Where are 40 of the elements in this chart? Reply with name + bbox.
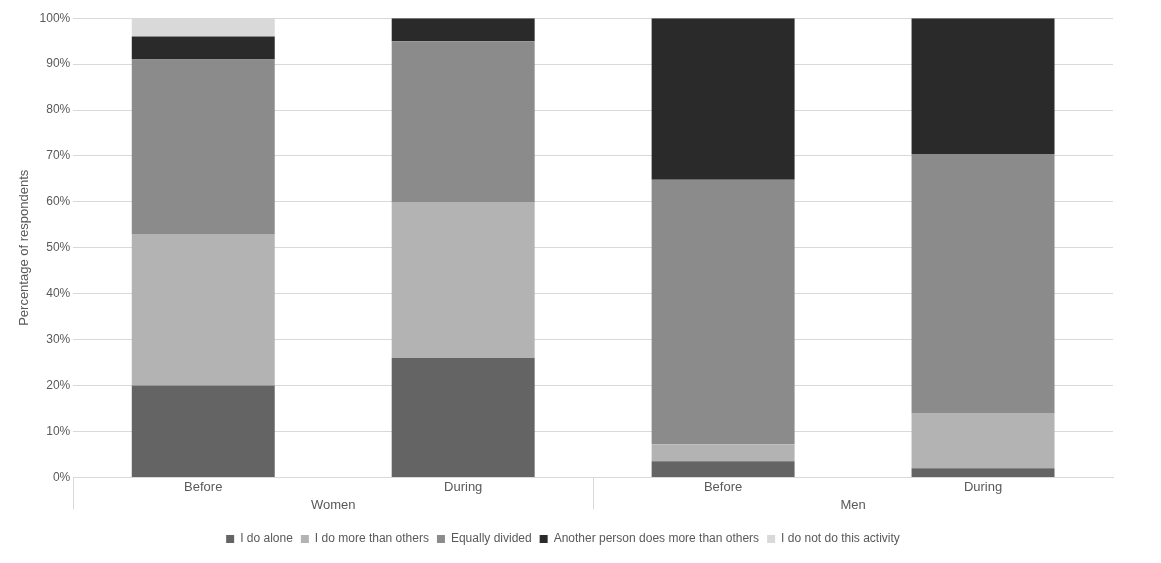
bar [651, 179, 795, 445]
y-tick-label: 50% [46, 240, 71, 255]
y-tick-label: 60% [46, 194, 71, 209]
x-tick-label: During [963, 478, 1003, 494]
bar [911, 468, 1055, 477]
bar [911, 413, 1055, 469]
text: Men [840, 496, 866, 512]
legend-label: I do more than others [314, 531, 429, 546]
legend-label: I do not do this activity [781, 531, 900, 546]
y-axis-title: Percentage of respondents [16, 169, 32, 326]
bar [391, 18, 535, 42]
y-tick-label: 30% [46, 331, 71, 346]
x-tick-label: Before [184, 478, 223, 494]
bar [131, 36, 275, 60]
legend-label: I do alone [240, 531, 294, 546]
y-tick-label: 80% [46, 102, 71, 117]
bar [391, 358, 535, 477]
bar [651, 18, 795, 180]
bar [131, 59, 275, 235]
y-tick-label: 0% [52, 469, 71, 484]
text: Women [310, 496, 356, 512]
bar [131, 385, 275, 477]
bar [391, 201, 535, 359]
bar [911, 18, 1055, 155]
y-tick-label: 20% [46, 377, 71, 392]
y-tick-label: 40% [46, 286, 71, 301]
bar [131, 18, 275, 37]
legend-label: Another person does more than others [553, 531, 760, 546]
bar [651, 461, 795, 477]
bar [131, 234, 275, 386]
y-tick-label: 90% [46, 56, 71, 71]
x-tick-label: Before [703, 478, 743, 494]
bar [911, 154, 1055, 414]
x-tick-label: During [444, 478, 483, 494]
y-tick-label: 70% [46, 148, 71, 163]
bar [651, 444, 795, 462]
bar [391, 41, 535, 202]
y-tick-label: 10% [46, 423, 71, 438]
y-tick-label: 100% [39, 10, 71, 25]
legend-label: Equally divided [450, 531, 532, 546]
